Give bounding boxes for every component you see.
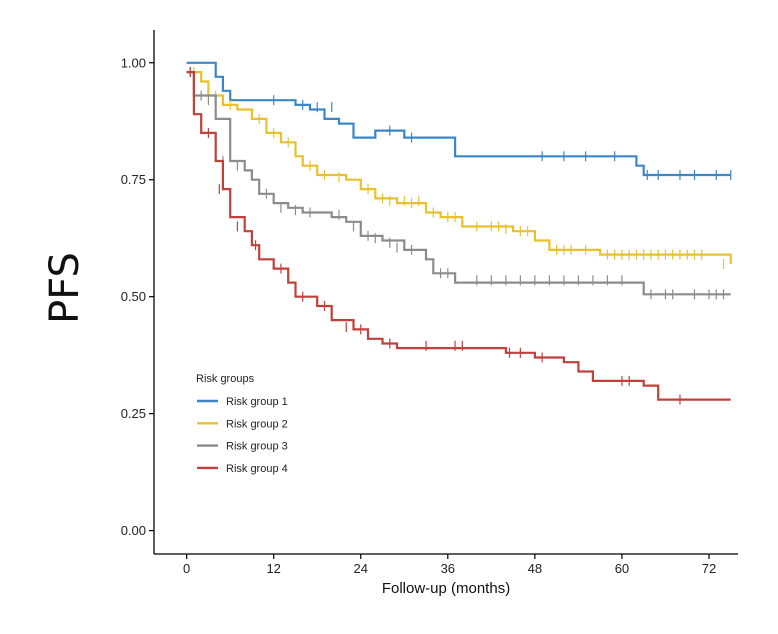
x-tick-label: 24 xyxy=(354,561,368,576)
legend-label: Risk group 4 xyxy=(226,463,288,475)
series-line xyxy=(186,71,731,296)
legend-item-risk-group-3: Risk group 3 xyxy=(197,441,288,453)
x-tick-label: 48 xyxy=(528,561,542,576)
legend-item-risk-group-4: Risk group 4 xyxy=(197,463,288,475)
x-tick-label: 36 xyxy=(441,561,455,576)
series-risk-group-3 xyxy=(186,71,731,300)
legend-item-risk-group-2: Risk group 2 xyxy=(197,418,288,430)
series-risk-group-2 xyxy=(186,67,732,269)
x-tick-label: 72 xyxy=(702,561,716,576)
x-axis-title: Follow-up (months) xyxy=(382,580,510,597)
series-line xyxy=(186,71,731,401)
legend-label: Risk group 2 xyxy=(226,418,288,430)
legend-item-risk-group-1: Risk group 1 xyxy=(197,396,288,408)
y-axis-title: PFS xyxy=(42,252,88,324)
y-tick-label: 1.00 xyxy=(121,55,146,70)
x-tick-label: 60 xyxy=(615,561,629,576)
x-tick-label: 12 xyxy=(266,561,280,576)
y-tick-label: 0.75 xyxy=(121,172,146,187)
x-tick-label: 0 xyxy=(183,561,190,576)
series-risk-group-1 xyxy=(186,61,732,181)
legend-title: Risk groups xyxy=(196,373,255,385)
series-line xyxy=(186,61,731,177)
y-tick-label: 0.50 xyxy=(121,289,146,304)
legend-label: Risk group 3 xyxy=(226,441,288,453)
y-tick-label: 0.25 xyxy=(121,406,146,421)
series-line xyxy=(186,71,732,264)
legend: Risk groups Risk group 1 Risk group 2 Risk … xyxy=(196,373,288,475)
axes: 0 12 24 36 48 60 72 0.00 0.25 0.50 0.75 1.00 xyxy=(121,30,738,576)
legend-label: Risk group 1 xyxy=(226,396,288,408)
y-tick-label: 0.00 xyxy=(121,523,146,538)
series-risk-group-4 xyxy=(186,67,731,405)
series-layer xyxy=(186,61,732,405)
